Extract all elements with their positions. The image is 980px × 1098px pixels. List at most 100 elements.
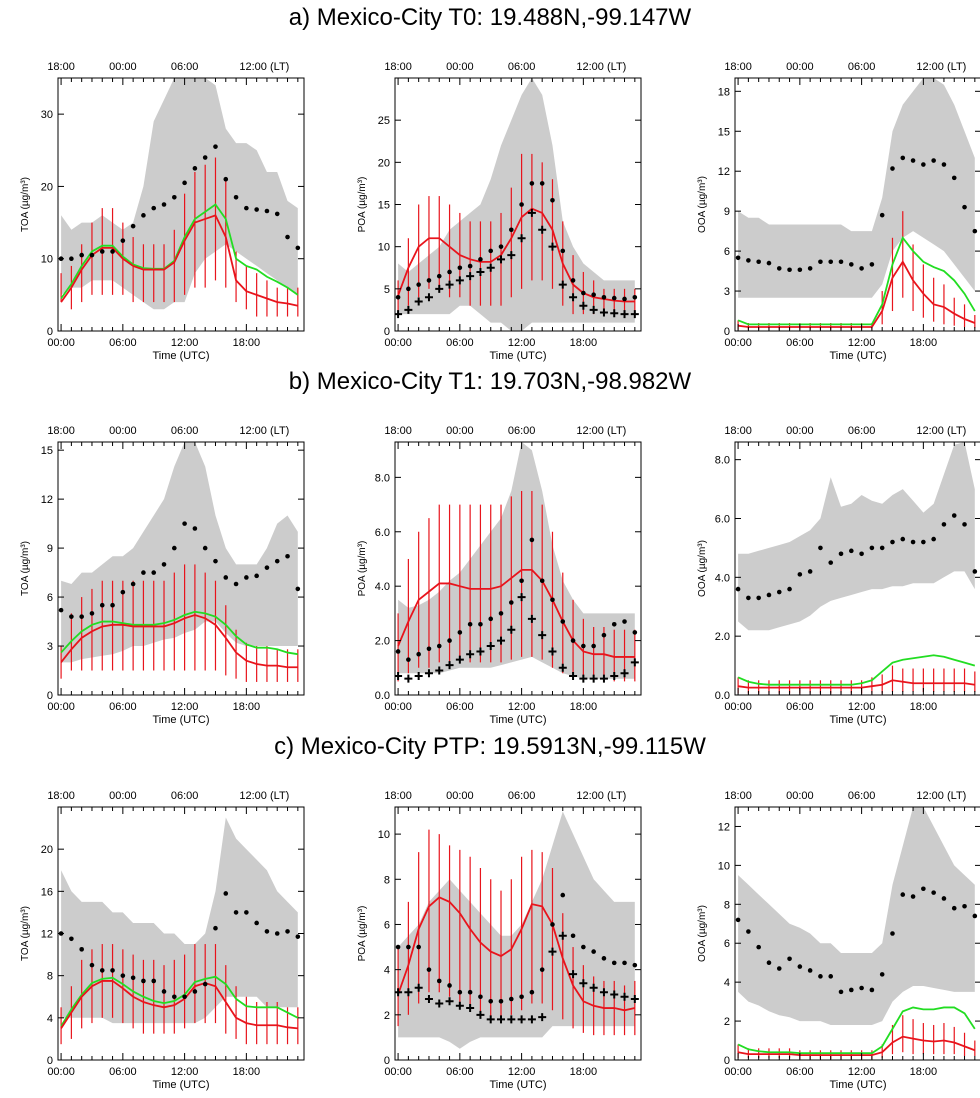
observed-point <box>931 536 936 542</box>
y-tick-label: 2.0 <box>375 636 390 648</box>
y-tick-label: 8 <box>47 971 53 983</box>
y-tick-label: 0 <box>384 1055 390 1067</box>
observed-point <box>395 649 401 654</box>
observed-plus-point <box>455 655 464 664</box>
x-tick-label: 12:00 <box>171 337 199 349</box>
observed-plus-point <box>548 242 557 251</box>
observed-point <box>89 252 95 258</box>
observed-plus-point <box>435 284 444 293</box>
observed-range-band <box>398 78 635 331</box>
x-tick-label-top: 18:00 <box>384 425 412 437</box>
observed-point <box>941 522 947 527</box>
observed-point <box>776 966 782 971</box>
observed-point <box>478 994 483 1000</box>
observed-point <box>182 994 187 1000</box>
x-tick-label: 18:00 <box>910 337 938 349</box>
observed-point <box>264 929 270 934</box>
observed-point <box>972 913 978 919</box>
y-axis-label: OOA (µg/m³) <box>697 540 708 597</box>
y-tick-label: 20 <box>41 181 53 193</box>
x-tick-label-top: 18:00 <box>384 61 412 73</box>
observed-point <box>879 545 885 551</box>
observed-point <box>141 213 146 218</box>
observed-point <box>99 968 105 973</box>
observed-point <box>120 973 126 978</box>
observed-point <box>828 560 834 565</box>
plot-area <box>395 442 639 683</box>
x-tick-label-top: 18:00 <box>724 425 752 437</box>
observed-point <box>962 204 967 210</box>
observed-point <box>869 262 875 267</box>
y-tick-label: 2.0 <box>715 631 730 643</box>
observed-point <box>828 259 834 265</box>
observed-point <box>787 267 792 273</box>
observed-point <box>766 260 772 266</box>
y-axis-label: OOA (µg/m³) <box>697 905 708 962</box>
observed-point <box>395 944 401 950</box>
observed-point <box>416 944 421 950</box>
observed-plus-point <box>424 995 433 1004</box>
x-tick-label: 18:00 <box>910 701 938 713</box>
y-axis-label: OOA (µg/m³) <box>697 176 708 233</box>
observed-point <box>601 294 607 300</box>
y-tick-label: 20 <box>378 157 390 169</box>
observed-point <box>416 282 421 287</box>
observed-point <box>746 258 751 263</box>
observed-point <box>879 972 885 977</box>
panel-T0-OOA: 0 3 6 9 12 15 18 00:00 06:00 12:00 18:00 18:00 00:00… <box>697 61 980 362</box>
x-tick-label: 06:00 <box>109 337 137 349</box>
y-tick-label: 9 <box>724 206 730 218</box>
observed-point <box>962 903 967 909</box>
observed-plus-point <box>497 1015 506 1024</box>
observed-plus-point <box>424 669 433 678</box>
plot-frame <box>394 806 642 1061</box>
x-tick-label: 12:00 <box>848 337 876 349</box>
observed-point <box>457 265 463 271</box>
plot-frame <box>57 77 305 332</box>
observed-point <box>141 978 146 984</box>
observed-point <box>509 996 514 1002</box>
observed-point <box>99 602 105 608</box>
observed-point <box>787 956 792 962</box>
observed-point <box>192 166 198 171</box>
x-tick-label: 18:00 <box>570 1066 598 1078</box>
y-tick-label: 25 <box>378 115 390 127</box>
observed-plus-point <box>517 593 526 602</box>
observed-point <box>172 194 177 200</box>
observed-point <box>818 974 823 979</box>
x-tick-label: 12:00 <box>508 701 536 713</box>
observed-plus-point <box>445 661 454 670</box>
observed-point <box>838 259 844 265</box>
model-line-red <box>60 980 298 1030</box>
x-tick-label-top: 12:00 (LT) <box>576 61 626 73</box>
observed-point <box>416 651 421 657</box>
panel-PTP-TOA: 0 4 8 12 16 20 00:00 06:00 12:00 18:00 18:00 00:00 0… <box>20 790 305 1091</box>
observed-point <box>849 987 854 993</box>
observed-point <box>295 245 301 251</box>
x-tick-label-top: 06:00 <box>171 790 199 802</box>
plot-frame <box>57 441 305 696</box>
panel-T1-TOA: 0 3 6 9 12 15 00:00 06:00 12:00 18:00 18:00 00:00 06… <box>20 425 305 726</box>
observed-plus-point <box>548 947 557 956</box>
observed-point <box>233 910 239 915</box>
y-tick-label: 8.0 <box>375 472 390 484</box>
y-tick-label: 12 <box>41 494 53 506</box>
model-line-red <box>737 679 975 689</box>
observed-point <box>611 960 617 966</box>
observed-point <box>58 607 64 613</box>
observed-point <box>611 295 617 301</box>
plot-area <box>735 807 978 1060</box>
observed-point <box>931 158 936 163</box>
observed-point <box>69 614 74 619</box>
x-tick-label-top: 06:00 <box>508 790 536 802</box>
x-tick-label-top: 18:00 <box>724 790 752 802</box>
observed-point <box>285 234 290 240</box>
model-line-green <box>737 235 976 326</box>
observed-point <box>972 569 978 574</box>
observed-point <box>172 545 177 551</box>
y-tick-label: 8 <box>384 874 390 886</box>
model-line-red <box>60 614 298 669</box>
plot-area <box>58 817 301 1045</box>
observed-point <box>223 891 229 896</box>
observed-plus-point <box>599 674 608 683</box>
